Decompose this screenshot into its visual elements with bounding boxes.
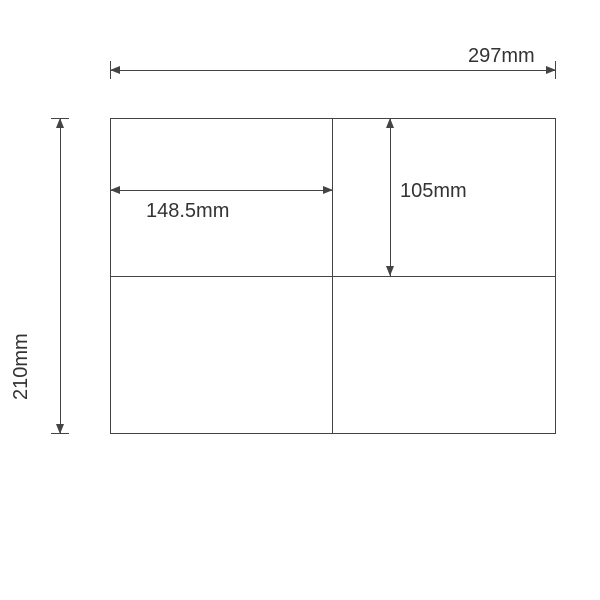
left-dim-line xyxy=(60,118,61,434)
top-dim-arrow-right xyxy=(546,66,556,74)
cell-width-dim-line xyxy=(110,190,333,191)
top-dim-arrow-left xyxy=(110,66,120,74)
cell-height-arrow-top xyxy=(386,118,394,128)
cell-width-arrow-right xyxy=(323,186,333,194)
cell-width-arrow-left xyxy=(110,186,120,194)
height-dim-label: 210mm xyxy=(10,333,33,400)
cell-height-dim-label: 105mm xyxy=(400,180,467,203)
cell-height-dim-line xyxy=(390,118,391,276)
cell-height-arrow-bottom xyxy=(386,266,394,276)
cell-width-dim-label: 148.5mm xyxy=(146,200,229,223)
left-dim-arrow-top xyxy=(56,118,64,128)
top-dim-line xyxy=(110,70,556,71)
width-dim-label: 297mm xyxy=(468,45,535,68)
left-dim-arrow-bottom xyxy=(56,424,64,434)
diagram-canvas: 297mm 210mm 148.5mm 105mm xyxy=(0,0,600,600)
horizontal-divider xyxy=(110,276,556,277)
